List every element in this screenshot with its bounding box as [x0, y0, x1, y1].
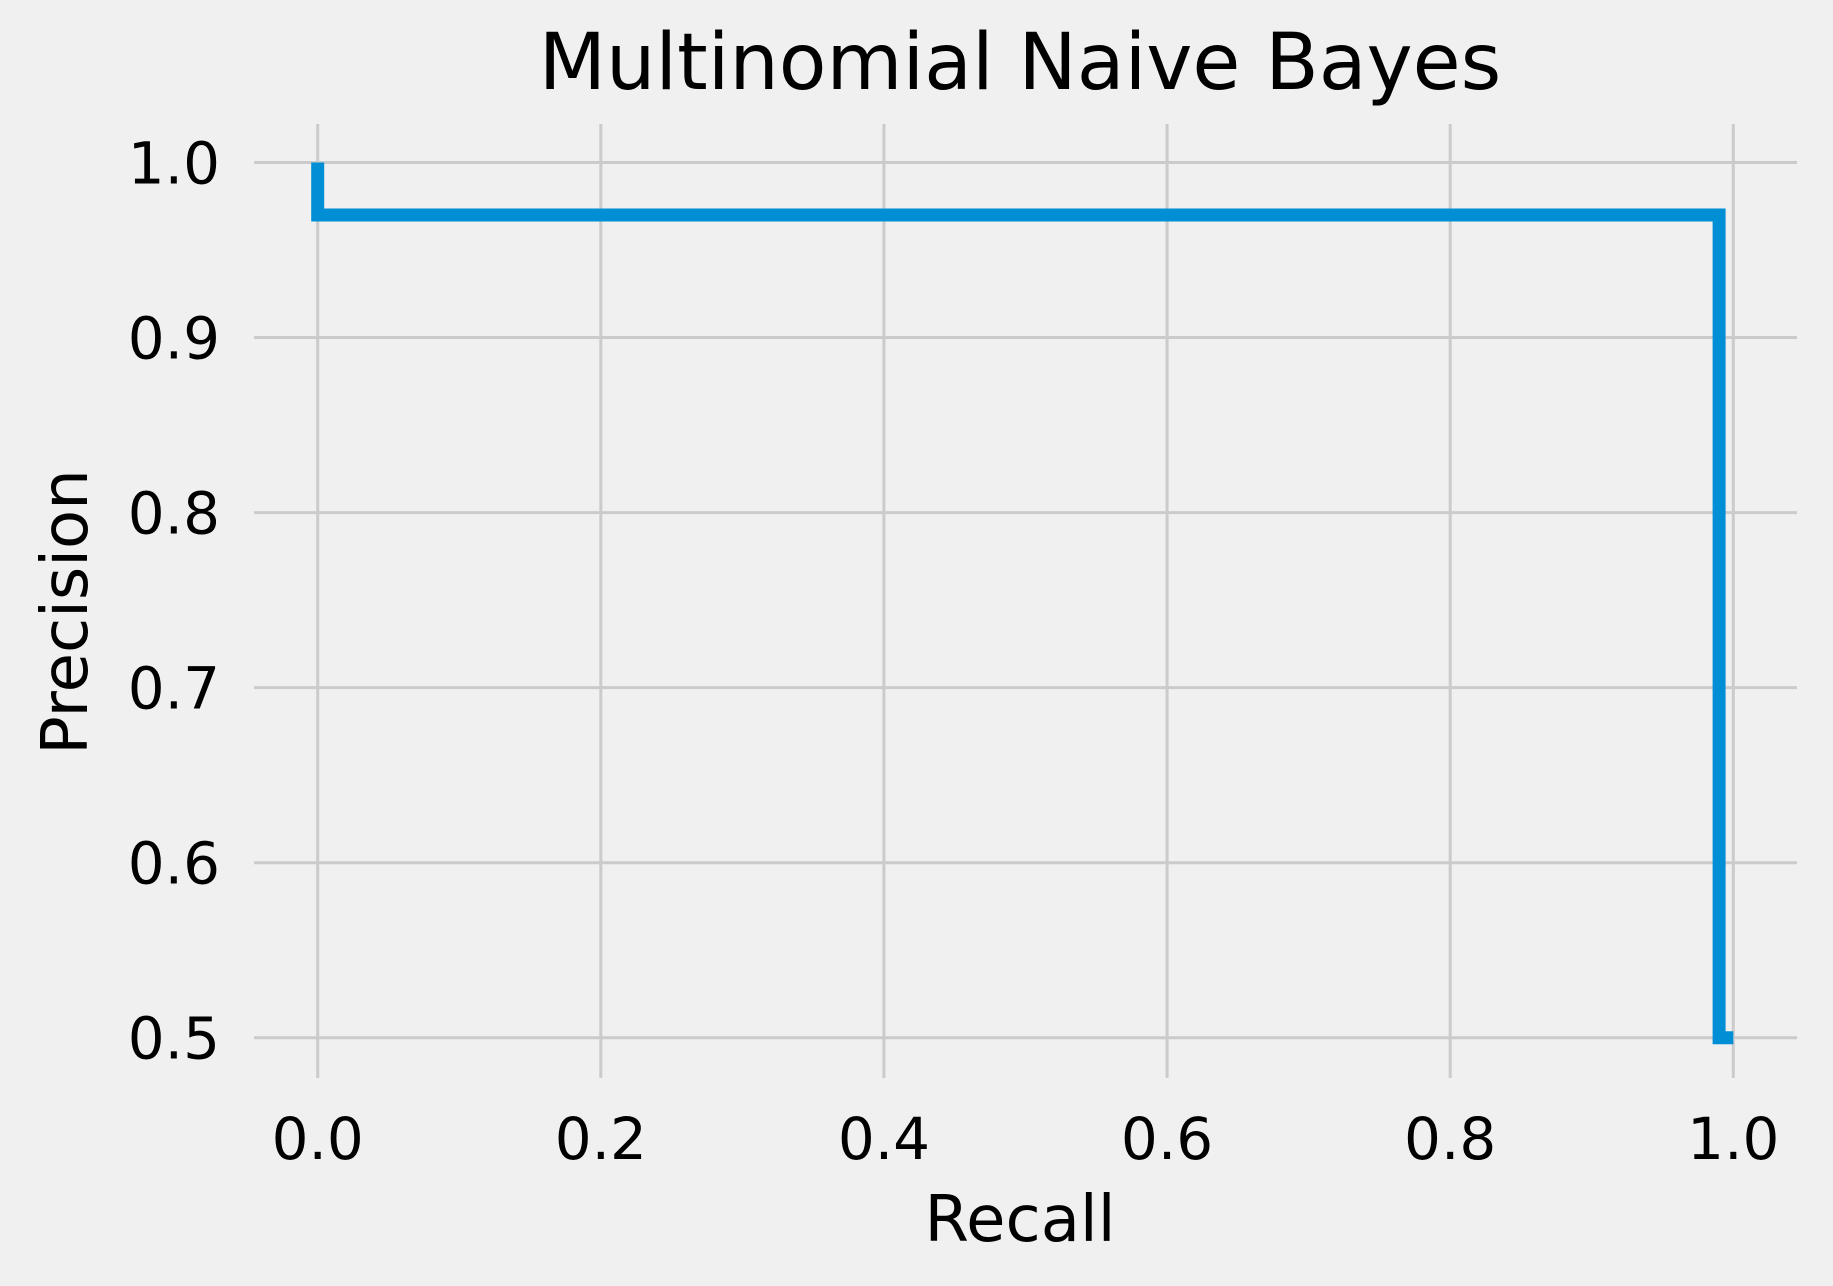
y-tick-label: 0.7	[128, 655, 220, 723]
y-axis-label: Precision	[29, 469, 103, 755]
y-tick-label: 0.5	[128, 1005, 220, 1073]
y-tick-label: 1.0	[128, 130, 220, 198]
y-tick-label: 0.9	[128, 305, 220, 373]
x-tick-label: 0.4	[838, 1105, 930, 1173]
series-group	[311, 162, 1734, 1045]
chart-title: Multinomial Naive Bayes	[539, 18, 1502, 108]
precision-recall-curve	[311, 162, 1734, 1045]
x-tick-label: 0.8	[1404, 1105, 1496, 1173]
x-tick-labels: 0.0 0.2 0.4 0.6 0.8 1.0	[272, 1105, 1780, 1173]
x-tick-label: 0.0	[272, 1105, 364, 1173]
y-tick-labels: 0.5 0.6 0.7 0.8 0.9 1.0	[128, 130, 220, 1073]
x-tick-label: 0.2	[555, 1105, 647, 1173]
x-tick-label: 1.0	[1687, 1105, 1779, 1173]
y-tick-label: 0.8	[128, 480, 220, 548]
grid	[254, 124, 1797, 1078]
y-tick-label: 0.6	[128, 830, 220, 898]
x-axis-label: Recall	[925, 1183, 1116, 1257]
x-tick-label: 0.6	[1121, 1105, 1213, 1173]
